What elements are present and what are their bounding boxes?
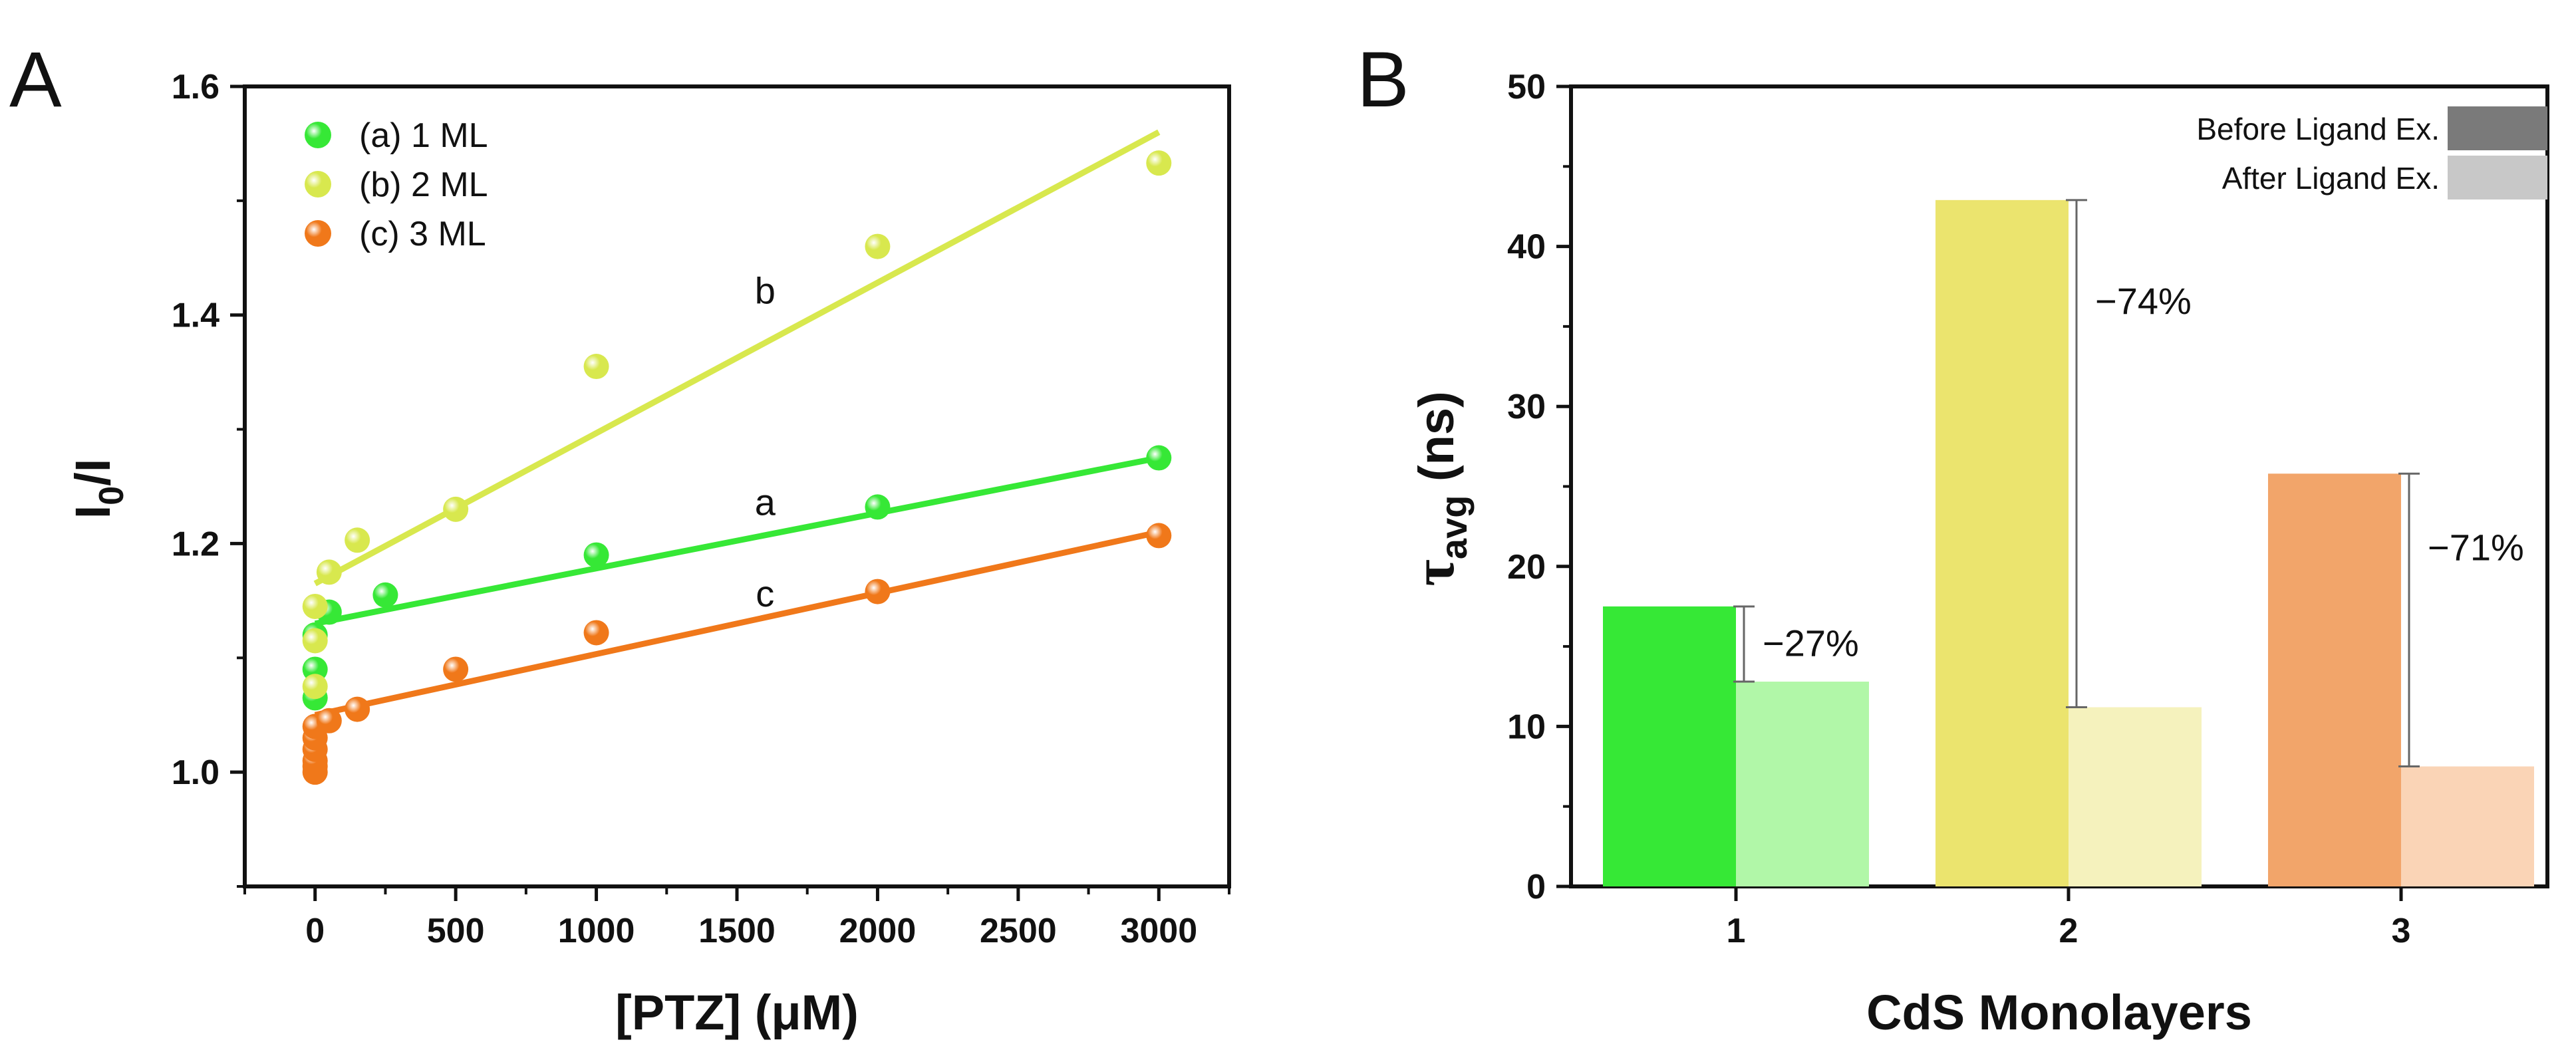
panel-a-ticks: 0 500 1000 1500 2000 2500 3000 1.0 1.2 1.4 1.6 bbox=[172, 68, 1230, 950]
data-point-a bbox=[583, 542, 609, 568]
change-label-3: −71% bbox=[2428, 526, 2524, 568]
legend-label: (b) 2 ML bbox=[359, 166, 488, 204]
curve-label-b: b bbox=[755, 270, 776, 312]
data-point-c bbox=[1146, 523, 1172, 549]
data-point-b bbox=[583, 354, 609, 380]
x-tick-label: 2 bbox=[2059, 912, 2078, 950]
x-tick-label: 1 bbox=[1727, 912, 1746, 950]
y-tick-label: 10 bbox=[1507, 708, 1546, 746]
data-point-b bbox=[302, 593, 328, 619]
data-point-c bbox=[583, 620, 609, 646]
panel-b-chart: B 0 10 20 30 40 50 1 2 3 −27% −74% −71% Before Lig… bbox=[1357, 36, 2549, 1040]
panel-b-y-axis-title: τavg (ns) bbox=[1402, 391, 1475, 586]
y-tick-label: 40 bbox=[1507, 228, 1546, 267]
data-point-a bbox=[372, 582, 398, 608]
panel-b-letter: B bbox=[1357, 36, 1409, 124]
bar-after-1 bbox=[1736, 682, 1869, 886]
change-label-2: −74% bbox=[2095, 280, 2192, 322]
panel-a-plot-frame bbox=[243, 84, 1231, 888]
x-tick-label: 2500 bbox=[980, 912, 1057, 950]
x-tick-label: 3 bbox=[2392, 912, 2411, 950]
bar-after-3 bbox=[2401, 766, 2534, 886]
curve-label-a: a bbox=[755, 481, 776, 523]
data-point-a bbox=[1146, 445, 1172, 471]
legend-marker bbox=[305, 220, 331, 247]
panel-a-curve-labels: a b c bbox=[755, 270, 776, 614]
panel-a-letter: A bbox=[9, 36, 62, 124]
bar-before-3 bbox=[2268, 473, 2401, 886]
panel-a-legend: (a) 1 ML (b) 2 ML (c) 3 ML bbox=[305, 116, 488, 253]
y-tick-label: 1.2 bbox=[172, 525, 219, 563]
bar-before-1 bbox=[1603, 606, 1736, 886]
bar-before-2 bbox=[1935, 199, 2069, 887]
panel-b-ticks: 0 10 20 30 40 50 1 2 3 bbox=[1507, 68, 2410, 950]
panel-a-x-axis-title: [PTZ] (μM) bbox=[615, 985, 859, 1040]
data-point-b bbox=[443, 496, 469, 522]
legend-marker bbox=[305, 122, 331, 148]
x-tick-label: 500 bbox=[427, 912, 485, 950]
x-tick-label: 1500 bbox=[698, 912, 776, 950]
legend-label: (a) 1 ML bbox=[359, 116, 488, 155]
data-point-b bbox=[316, 559, 342, 585]
y-tick-label: 0 bbox=[1526, 868, 1546, 906]
y-tick-label: 20 bbox=[1507, 548, 1546, 587]
x-tick-label: 1000 bbox=[558, 912, 635, 950]
panel-b-legend: Before Ligand Ex. After Ligand Ex. bbox=[2196, 106, 2547, 199]
legend-swatch bbox=[2448, 156, 2547, 199]
data-point-b bbox=[865, 233, 891, 259]
fit-line-c bbox=[314, 529, 1160, 718]
data-point-c bbox=[345, 696, 370, 722]
data-point-b bbox=[302, 674, 328, 700]
fit-line-a bbox=[314, 455, 1160, 627]
data-point-b bbox=[345, 527, 370, 553]
data-point-c bbox=[443, 656, 469, 682]
bar-after-2 bbox=[2069, 707, 2202, 886]
data-point-c bbox=[316, 708, 342, 733]
data-point-b bbox=[302, 628, 328, 654]
change-label-1: −27% bbox=[1763, 622, 1859, 664]
y-tick-label: 1.4 bbox=[172, 297, 219, 335]
legend-label: Before Ligand Ex. bbox=[2196, 112, 2440, 146]
data-point-c bbox=[865, 579, 891, 604]
curve-label-c: c bbox=[756, 573, 774, 614]
y-tick-label: 1.0 bbox=[172, 753, 219, 792]
data-point-a bbox=[865, 494, 891, 520]
panel-b-bars bbox=[1603, 199, 2534, 887]
panel-b-change-brackets: −27% −74% −71% bbox=[1733, 199, 2524, 768]
panel-a-chart: A 0 500 1000 1500 2000 2500 3000 1.0 1.2 1.4 1.6 a… bbox=[9, 36, 1231, 1040]
panel-a-y-axis-title: I0/I bbox=[65, 459, 131, 519]
legend-label: After Ligand Ex. bbox=[2222, 161, 2440, 196]
legend-label: (c) 3 ML bbox=[359, 215, 486, 253]
data-point-b bbox=[1146, 150, 1172, 176]
panel-b-x-axis-title: CdS Monolayers bbox=[1866, 985, 2252, 1040]
x-tick-label: 2000 bbox=[839, 912, 917, 950]
y-tick-label: 30 bbox=[1507, 388, 1546, 426]
y-tick-label: 1.6 bbox=[172, 68, 219, 106]
y-tick-label: 50 bbox=[1507, 68, 1546, 106]
legend-swatch bbox=[2448, 106, 2547, 150]
x-tick-label: 0 bbox=[305, 912, 325, 950]
x-tick-label: 3000 bbox=[1120, 912, 1197, 950]
panel-a-data-points bbox=[302, 150, 1172, 785]
legend-marker bbox=[305, 171, 331, 198]
